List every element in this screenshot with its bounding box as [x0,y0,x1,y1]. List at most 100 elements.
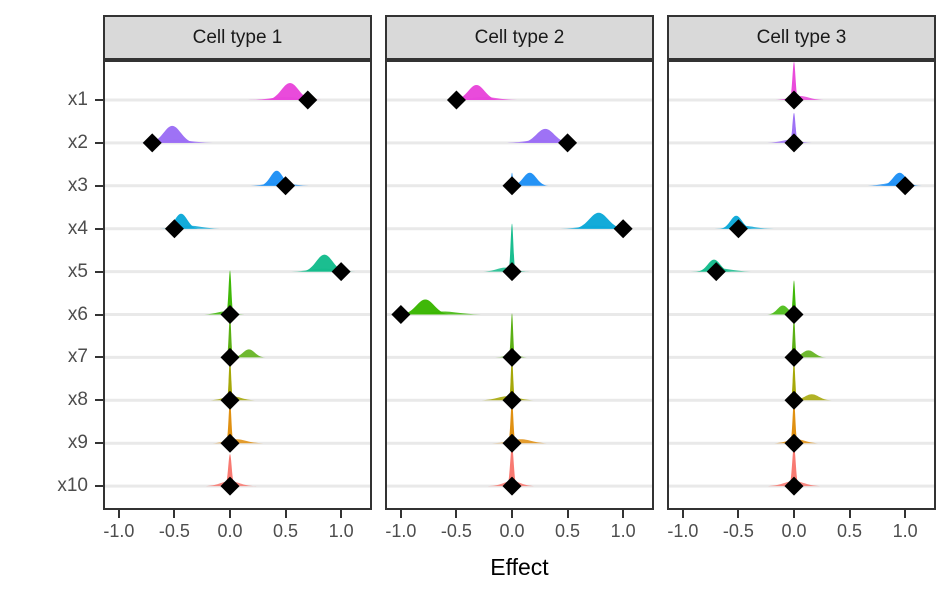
y-axis-label: x10 [57,475,88,497]
density-area [790,401,798,444]
density-area [790,280,798,315]
estimate-diamond [220,347,240,367]
y-tick [95,184,103,187]
panel-canvas [669,62,934,496]
density-area [508,358,516,401]
estimate-diamond [502,262,522,282]
density-area [790,317,798,358]
estimate-diamond [164,219,184,239]
estimate-diamond [220,390,240,410]
density-area [226,358,234,401]
y-axis-label: x2 [67,131,88,153]
y-axis-label: x7 [67,346,88,368]
x-tick [622,510,625,518]
x-tick [229,510,231,518]
x-tick-label: 0.5 [273,521,299,541]
x-tick-label: 0.5 [837,521,863,541]
x-tick-label: -1.0 [385,521,417,541]
density-area [789,62,799,100]
y-axis-label: x5 [67,260,88,282]
density-area [789,112,799,143]
x-tick [284,510,287,518]
y-tick [95,313,103,316]
estimate-diamond [142,133,162,153]
estimate-diamond [446,90,466,110]
density-area [226,270,234,315]
estimate-diamond [558,133,578,153]
y-tick [95,270,103,273]
y-tick [95,141,103,144]
x-tick-label: 1.0 [610,521,636,541]
x-tick [173,510,176,518]
density-area [400,311,486,315]
x-tick-label: -1.0 [667,521,699,541]
density-area [147,125,197,143]
x-tick [681,510,684,518]
estimate-diamond [298,90,318,110]
estimate-diamond [895,176,915,196]
x-tick [793,510,795,518]
x-tick [848,510,851,518]
x-tick-label: 0.0 [499,521,525,541]
estimate-diamond [276,176,296,196]
density-area [447,97,521,100]
x-tick [399,510,402,518]
estimate-diamond [331,262,351,282]
density-area [226,401,234,444]
estimate-diamond [784,305,804,324]
density-area [789,446,799,487]
facet-panel [103,60,372,510]
facet-strip-label: Cell type 1 [192,26,283,48]
estimate-diamond [784,433,804,453]
y-axis-label: x3 [67,174,88,196]
estimate-diamond [784,476,804,496]
estimate-diamond [502,390,522,410]
y-tick [95,399,103,402]
x-axis-title: Effect [490,554,549,580]
y-axis-label: x8 [67,389,88,411]
y-tick [95,356,103,359]
density-area [399,299,451,315]
estimate-diamond [784,347,804,367]
density-area [508,401,516,444]
facet-strip: Cell type 3 [667,15,936,60]
y-tick [95,99,103,101]
x-tick [340,510,343,518]
density-area [225,454,235,487]
x-tick-label: 1.0 [892,521,918,541]
estimate-diamond [220,305,240,324]
density-area [507,446,517,487]
x-tick [566,510,569,518]
facet-strip: Cell type 2 [385,15,654,60]
density-area [265,83,315,100]
estimate-diamond [220,433,240,453]
x-tick-label: -0.5 [722,521,754,541]
facet-strip-label: Cell type 2 [474,26,565,48]
y-axis-label: x4 [67,217,88,239]
density-area [510,172,549,186]
estimate-diamond [391,305,411,324]
density-area [519,128,571,143]
estimate-diamond [502,433,522,453]
estimate-diamond [502,176,522,196]
density-area [508,313,516,358]
estimate-diamond [502,347,522,367]
density-area [572,212,626,229]
estimate-diamond [784,133,804,153]
x-tick [511,510,513,518]
estimate-diamond [502,476,522,496]
panel-canvas [387,85,652,496]
x-tick-label: -0.5 [158,521,190,541]
x-tick [737,510,740,518]
estimate-diamond [784,90,804,110]
density-area [226,315,234,358]
estimate-diamond [706,262,726,282]
facet-panel [385,60,654,510]
x-tick [455,510,458,518]
y-axis-label: x1 [67,89,88,110]
x-tick-label: 0.5 [555,521,581,541]
facet-strip: Cell type 1 [103,15,372,60]
x-tick [117,510,120,518]
x-tick-label: 0.0 [217,521,243,541]
y-axis-label: x9 [67,432,88,454]
